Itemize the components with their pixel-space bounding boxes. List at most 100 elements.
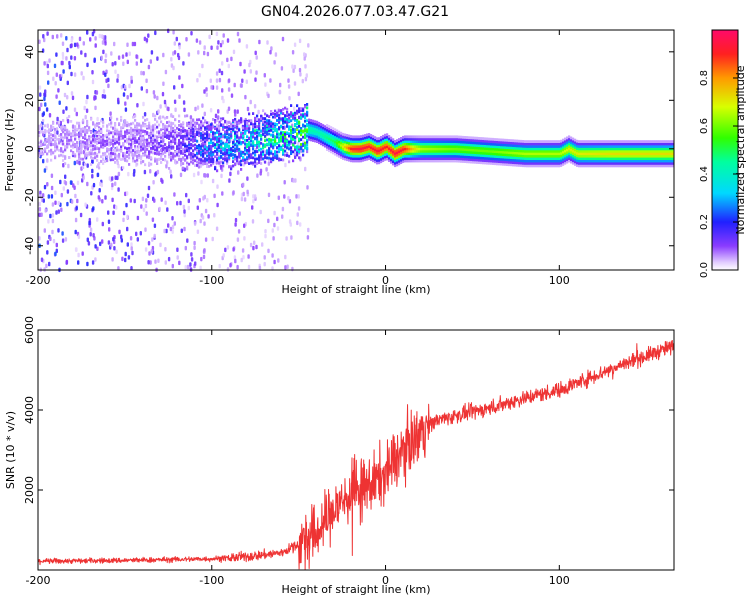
spectrogram-cell	[61, 55, 65, 60]
spectrogram-ridge-cell	[516, 159, 519, 162]
spectrogram-ridge-cell	[648, 159, 651, 163]
spectrogram-cell	[140, 204, 143, 209]
spectrogram-ridge-cell	[386, 150, 389, 154]
spectrogram-ridge-cell	[102, 141, 105, 145]
spectrogram-cell	[91, 31, 95, 37]
spectrogram-cell	[78, 160, 81, 166]
spectrogram-cell	[92, 233, 95, 238]
spectrogram-ridge-cell	[544, 157, 547, 160]
spectrogram-ridge-cell	[414, 140, 417, 143]
spectrogram-ridge-cell	[128, 142, 131, 146]
spectrogram-ridge-cell	[490, 157, 493, 160]
spectrogram-cell	[104, 58, 107, 64]
spectrogram-ridge-cell	[204, 143, 207, 146]
spectrogram-ridge-cell	[404, 152, 407, 156]
spectrogram-ridge-cell	[514, 141, 517, 145]
spectrogram-ridge-cell	[206, 150, 209, 154]
spectrogram-ridge-cell	[558, 140, 561, 143]
spectrogram-ridge-cell	[204, 159, 207, 163]
spectrogram-ridge-cell	[352, 147, 355, 151]
spectrogram-ridge-cell	[526, 147, 529, 151]
spectrogram-ridge-cell	[50, 129, 53, 132]
spectrogram-ridge-cell	[428, 147, 431, 151]
spectrogram-ridge-cell	[424, 157, 427, 160]
spectrogram-cell	[173, 99, 177, 104]
spectrogram-cell	[46, 63, 49, 69]
spectrogram-ridge-cell	[144, 163, 147, 167]
spectrogram-ridge-cell	[94, 138, 97, 142]
spectrogram-ridge-cell	[224, 156, 227, 160]
spectrogram-ridge-cell	[604, 162, 607, 165]
spectrogram-ridge-cell	[412, 140, 415, 143]
spectrogram-ridge-cell	[118, 154, 121, 158]
spectrogram-ridge-cell	[592, 149, 595, 153]
spectrogram-ridge-cell	[436, 145, 439, 148]
spectrogram-ridge-cell	[626, 140, 629, 143]
spectrogram-ridge-cell	[48, 149, 51, 153]
spectrogram-ridge-cell	[84, 155, 87, 159]
spectrogram-ridge-cell	[576, 164, 579, 167]
spectrogram-cell	[71, 124, 75, 129]
spectrogram-ridge-cell	[234, 147, 237, 151]
spectrogram-cell	[147, 241, 151, 246]
spectrogram-ridge-cell	[142, 147, 145, 151]
spectrogram-ridge-cell	[510, 163, 513, 167]
spectrogram-cell	[62, 186, 65, 191]
spectrogram-ridge-cell	[178, 158, 181, 161]
spectrogram-cell	[173, 221, 176, 226]
spectrogram-cell	[73, 56, 77, 61]
spectrogram-ridge-cell	[402, 148, 405, 151]
spectrogram-cell	[165, 164, 168, 169]
spectrogram-ridge-cell	[80, 130, 83, 133]
spectrogram-ridge-cell	[634, 147, 637, 151]
spectrogram-ridge-cell	[200, 132, 203, 135]
spectrogram-ridge-cell	[428, 142, 431, 146]
spectrogram-ridge-cell	[496, 145, 499, 149]
spectrogram-cell	[307, 227, 310, 233]
spectrogram-ridge-cell	[350, 147, 353, 151]
spectrogram-cell	[56, 116, 59, 122]
spectrogram-ridge-cell	[146, 138, 149, 142]
spectrogram-ridge-cell	[528, 147, 531, 151]
spectrogram-ridge-cell	[548, 162, 551, 165]
spectrogram-ridge-cell	[114, 129, 117, 132]
spectrogram-ridge-cell	[446, 145, 449, 148]
spectrogram-ridge-cell	[54, 149, 57, 153]
spectrogram-ridge-cell	[158, 123, 161, 127]
spectrogram-ridge-cell	[538, 159, 541, 163]
spectrogram-ridge-cell	[376, 159, 379, 162]
spectrogram-ridge-cell	[286, 118, 289, 121]
spectrogram-ridge-cell	[638, 164, 641, 168]
spectrogram-ridge-cell	[608, 149, 611, 153]
spectrogram-ridge-cell	[480, 149, 483, 152]
spectrogram-ridge-cell	[174, 133, 177, 136]
spectrogram-cell	[303, 56, 306, 61]
spectrogram-ridge-cell	[448, 140, 451, 143]
spectrogram-ridge-cell	[180, 151, 183, 155]
spectrogram-ridge-cell	[238, 141, 241, 144]
spectrogram-cell	[65, 106, 68, 111]
spectrogram-ridge-cell	[428, 159, 431, 163]
spectrogram-cell	[296, 220, 299, 226]
spectrogram-cell	[140, 58, 143, 63]
spectrogram-ridge-cell	[648, 142, 651, 146]
spectrogram-ridge-cell	[196, 160, 199, 164]
spectrogram-ridge-cell	[172, 130, 175, 133]
spectrogram-ridge-cell	[310, 133, 313, 137]
spectrogram-ridge-cell	[238, 152, 241, 156]
spectrogram-ridge-cell	[316, 123, 319, 126]
spectrogram-ridge-cell	[188, 125, 191, 128]
spectrogram-ridge-cell	[640, 162, 643, 165]
spectrogram-ridge-cell	[418, 154, 421, 158]
spectrogram-ridge-cell	[436, 137, 439, 141]
spectrogram-cell	[176, 255, 179, 260]
spectrogram-ridge-cell	[512, 144, 515, 147]
spectrogram-ridge-cell	[42, 152, 45, 156]
spectrogram-ridge-cell	[504, 155, 507, 159]
spectrogram-ridge-cell	[194, 133, 197, 136]
spectrogram-ridge-cell	[264, 139, 267, 142]
spectrogram-ridge-cell	[384, 138, 387, 142]
spectrogram-ridge-cell	[172, 155, 175, 158]
spectrogram-ridge-cell	[298, 125, 301, 128]
spectrogram-cell	[125, 191, 129, 196]
